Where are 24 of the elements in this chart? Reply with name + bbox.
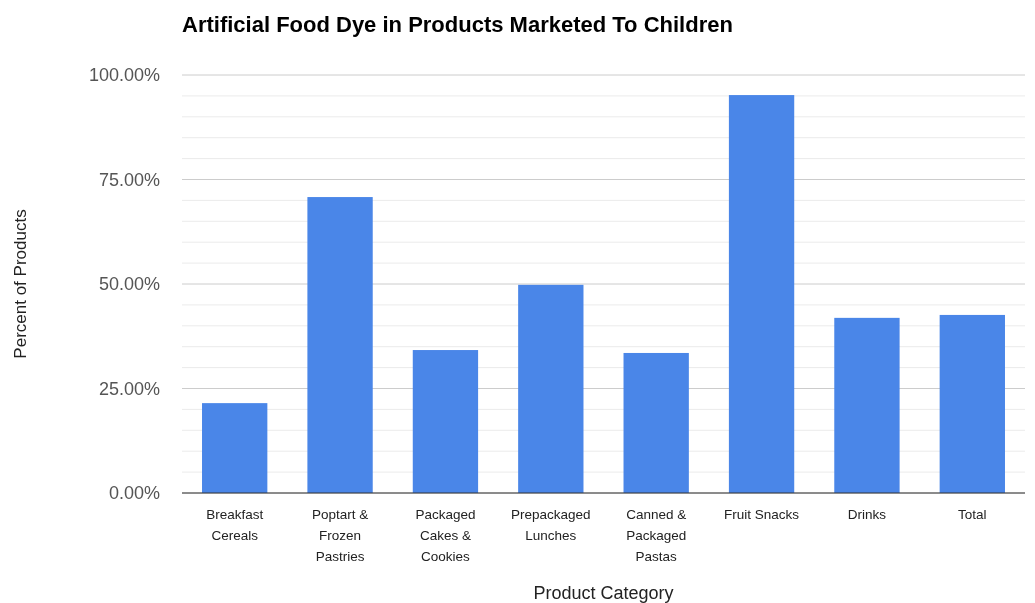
y-tick-label: 25.00%: [98, 378, 160, 399]
x-tick-label: Poptart & Frozen Pastries: [311, 507, 369, 564]
bar: [939, 314, 1005, 493]
y-tick-label: 75.00%: [98, 169, 160, 190]
chart-title: Artificial Food Dye in Products Marketed To Children: [182, 12, 733, 37]
bar: [518, 284, 584, 493]
y-tick-label: 100.00%: [88, 65, 160, 86]
x-tick-label: Total: [958, 507, 987, 522]
bar: [202, 403, 268, 493]
bar: [834, 317, 900, 493]
x-tick-label: Canned & Packaged Pastas: [626, 507, 687, 564]
x-tick-label: Fruit Snacks: [724, 507, 800, 522]
x-tick-label: Packaged Cakes & Cookies: [415, 507, 476, 564]
bar: [412, 350, 479, 493]
y-axis-title: Percent of Products: [11, 209, 30, 359]
x-tick-label: Drinks: [847, 507, 887, 522]
bar: [307, 197, 373, 493]
y-tick-label: 50.00%: [98, 274, 160, 295]
y-tick-label: 0.00%: [108, 483, 160, 504]
bar: [728, 95, 795, 493]
x-tick-label: Prepackaged Lunches: [511, 507, 591, 543]
x-tick-label: Breakfast Cereals: [206, 507, 264, 543]
x-axis-title: Product Category: [533, 583, 674, 603]
bar: [623, 352, 689, 493]
